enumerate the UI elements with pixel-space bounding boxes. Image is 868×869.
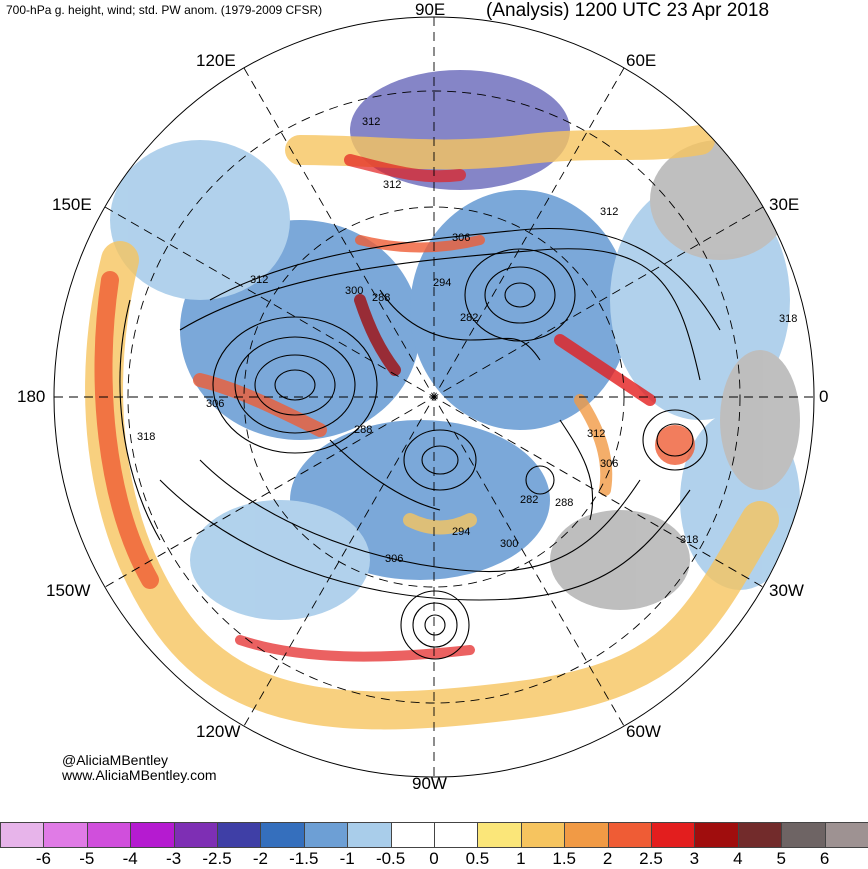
colorbar-swatch (824, 822, 868, 848)
credit-site: www.AliciaMBentley.com (62, 767, 217, 783)
contour-label: 288 (372, 292, 391, 304)
contour-label: 306 (385, 553, 404, 565)
contour-label: 300 (345, 285, 364, 297)
lon-label-180: 180 (17, 387, 46, 406)
colorbar-swatch (737, 822, 783, 848)
map-subtitle: 700-hPa g. height, wind; std. PW anom. (… (6, 3, 323, 17)
colorbar-tick-label: 2.5 (639, 849, 663, 868)
colorbar-swatch (217, 822, 262, 848)
colorbar-swatch (781, 822, 826, 848)
lon-label-150w: 150W (46, 581, 91, 600)
colorbar-tick-label: -1 (339, 849, 355, 868)
colorbar-swatch (434, 822, 479, 848)
contour-label: 282 (520, 494, 539, 506)
lon-label-0: 0 (819, 387, 829, 406)
contour-label: 318 (137, 431, 156, 443)
contour-label: 294 (452, 526, 471, 538)
lon-label-120e: 120E (196, 51, 236, 70)
lon-label-150e: 150E (52, 195, 92, 214)
contour-label: 312 (587, 428, 606, 440)
lon-label-30e: 30E (769, 195, 800, 214)
colorbar-tick-label: -0.5 (375, 849, 406, 868)
contour-label: 312 (383, 179, 402, 191)
colorbar-swatch (0, 822, 45, 848)
colorbar-tick-label: -4 (122, 849, 138, 868)
colorbar-swatch (86, 822, 132, 848)
colorbar-tick-label: 3 (689, 849, 700, 868)
colorbar-tick-label: -1.5 (289, 849, 319, 868)
lon-label-90w: 90W (412, 774, 447, 793)
map-title: (Analysis) 1200 UTC 23 Apr 2018 (486, 0, 770, 21)
contour-label: 312 (600, 206, 619, 218)
lon-label-60w: 60W (626, 722, 661, 741)
colorbar-tick-label: 2 (602, 849, 613, 868)
contour-label: 288 (354, 424, 373, 436)
colorbar-swatch (260, 822, 305, 848)
colorbar-tick-label: 6 (819, 849, 830, 868)
lon-label-60e: 60E (626, 51, 657, 70)
lon-label-120w: 120W (196, 722, 241, 741)
colorbar-swatch (347, 822, 392, 848)
colorbar-swatch (477, 822, 522, 848)
colorbar-swatch (520, 822, 566, 848)
colorbar-swatch (694, 822, 739, 848)
colorbar-swatch (607, 822, 652, 848)
contour-label: 294 (433, 277, 452, 289)
contour-label: 282 (460, 312, 479, 324)
contour-label: 318 (680, 534, 699, 546)
colorbar-swatch (564, 822, 609, 848)
graticule (54, 17, 814, 777)
colorbar-tick-label: 0.5 (465, 849, 490, 868)
colorbar-tick-label: 0 (429, 849, 439, 868)
colorbar-tick-label: -2 (252, 849, 268, 868)
colorbar-tick-label: 5 (776, 849, 786, 868)
contour-label: 300 (500, 538, 519, 550)
colorbar-swatch (303, 822, 349, 848)
contour-label: 312 (362, 116, 381, 128)
lon-label-30w: 30W (769, 581, 804, 600)
colorbar-tick-label: 1.5 (552, 849, 577, 868)
contour-label: 306 (452, 232, 471, 244)
colorbar-swatch (173, 822, 218, 848)
colorbar-tick-label: 1 (516, 849, 526, 868)
contour-label: 306 (206, 398, 225, 410)
colorbar-tick-label: -3 (166, 849, 182, 868)
colorbar-swatch (130, 822, 175, 848)
colorbar-tick-label: -6 (35, 849, 51, 868)
colorbar-swatch (43, 822, 88, 848)
lon-label-90e: 90E (415, 0, 446, 19)
colorbar-tick-label: -2.5 (202, 849, 232, 868)
contour-label: 312 (250, 274, 269, 286)
colorbar-swatch (390, 822, 435, 848)
colorbar-tick-label: 4 (733, 849, 743, 868)
credit-handle: @AliciaMBentley (62, 752, 169, 768)
height-contours (119, 228, 721, 660)
contour-label: 306 (600, 458, 619, 470)
colorbar-swatch (651, 822, 696, 848)
contour-label: 288 (555, 497, 574, 509)
colorbar-tick-label: -5 (79, 849, 95, 868)
contour-label: 318 (779, 313, 798, 325)
